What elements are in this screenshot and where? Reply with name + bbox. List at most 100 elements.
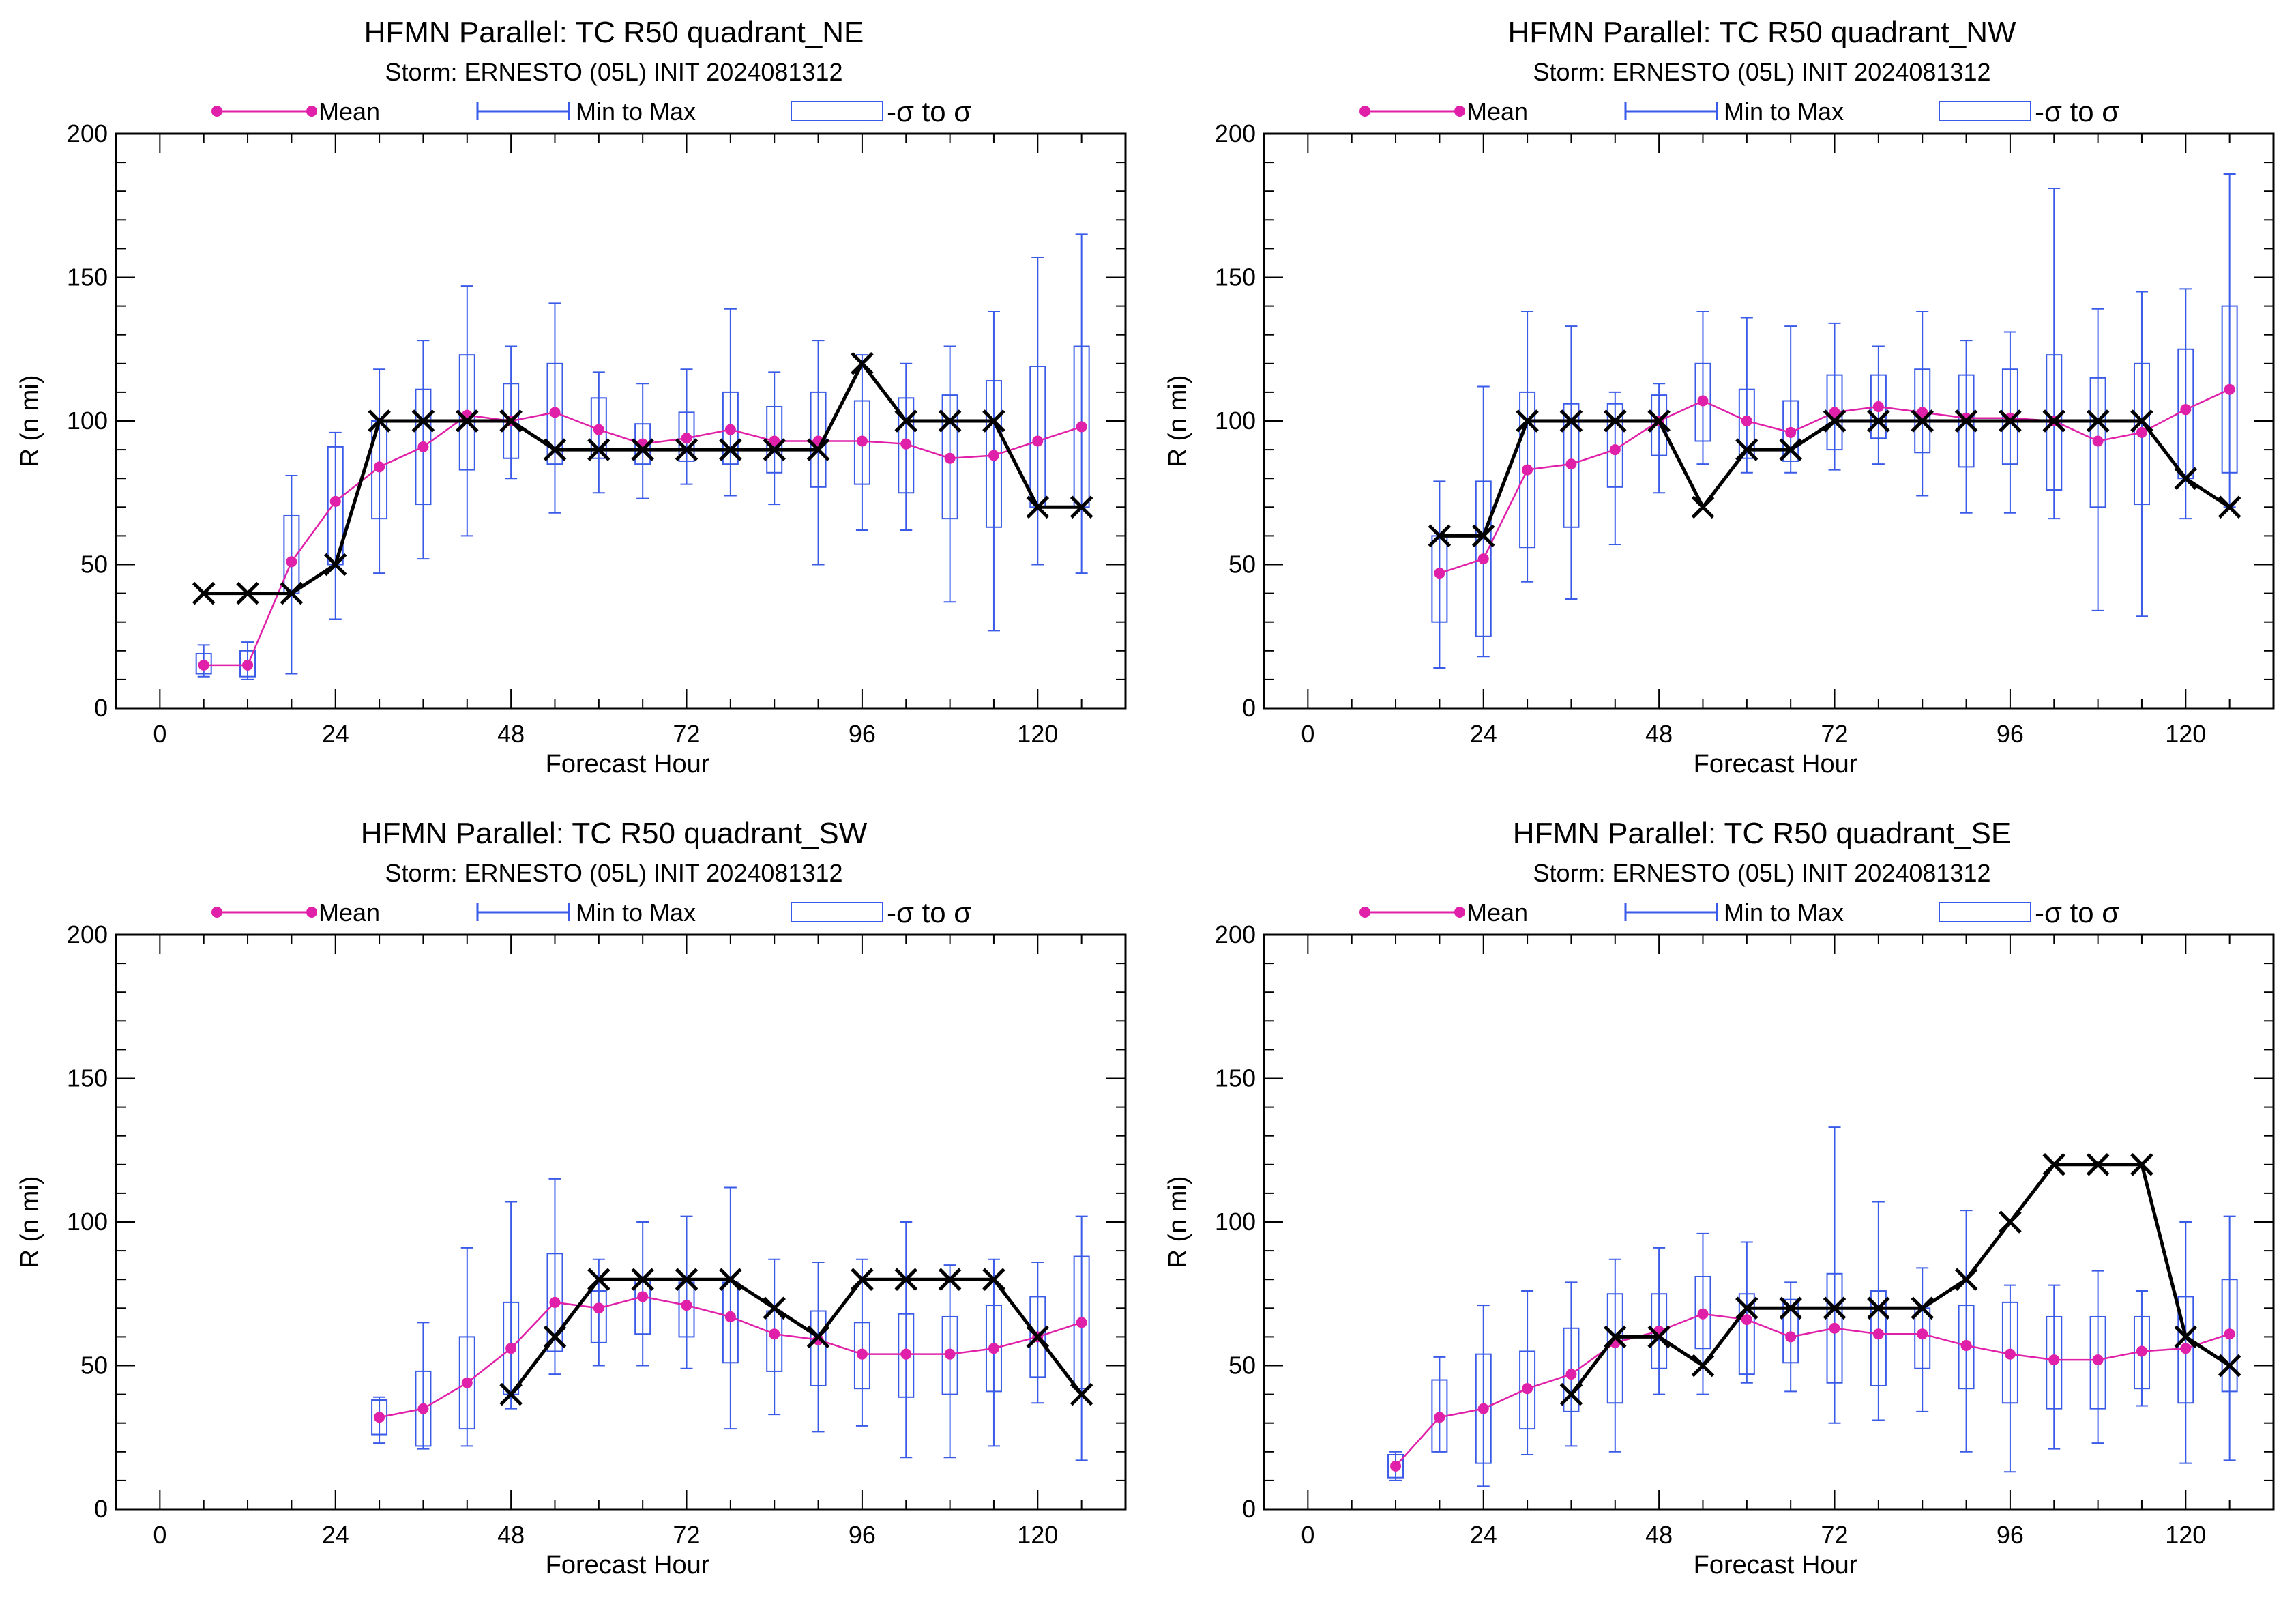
sigma-box [239, 650, 256, 678]
mean-point [2092, 1354, 2104, 1366]
observed-x-marker [1954, 1268, 1978, 1291]
observed-x-stroke [543, 438, 567, 461]
legend: Mean Min to Max -σ to σ [211, 897, 971, 929]
observed-x-stroke [1026, 495, 1050, 519]
y-axis-label: R (n mi) [1164, 375, 1192, 467]
x-tick-label: 120 [1017, 720, 1058, 748]
sigma-box [1519, 1350, 1536, 1430]
plot-frame [1263, 933, 2275, 1511]
observed-x-stroke [631, 438, 654, 461]
chart-panel-se: HFMN Parallel: TC R50 quadrant_SE Storm: … [1148, 801, 2296, 1602]
observed-x-marker [1911, 1296, 1934, 1320]
y-tick-label: 150 [67, 263, 108, 291]
legend-mean-marker [1359, 907, 1370, 918]
box-whisker [941, 1264, 958, 1459]
mean-point [1477, 553, 1489, 565]
mean-point [1434, 568, 1445, 579]
mean-point [1076, 1317, 1087, 1328]
observed-x-stroke [894, 409, 918, 433]
box-whisker [2001, 1284, 2018, 1473]
box-whisker [1914, 1267, 1931, 1412]
observed-x-stroke [1735, 438, 1758, 461]
legend-mean-label: Mean [319, 98, 380, 126]
observed-x-stroke [938, 1268, 962, 1291]
legend-sigma-label: -σ to σ [887, 96, 971, 128]
observed-x-marker [1823, 1296, 1846, 1320]
observed-x-stroke [1559, 1382, 1583, 1406]
observed-x-marker [719, 438, 742, 461]
mean-point [374, 461, 385, 473]
observed-x-marker [1867, 409, 1890, 433]
box-whisker [2221, 173, 2238, 508]
observed-x-stroke [806, 438, 830, 461]
mean-point [2048, 1354, 2060, 1366]
observed-x-stroke [1070, 1382, 1093, 1406]
y-tick-label: 50 [80, 551, 108, 579]
observed-x-stroke [1823, 409, 1846, 433]
observed-x-marker [806, 1325, 830, 1349]
chart-panel-sw: HFMN Parallel: TC R50 quadrant_SW Storm: … [0, 801, 1148, 1602]
observed-x-stroke [587, 1268, 610, 1291]
sigma-box [1387, 1454, 1404, 1479]
y-tick-label: 50 [1228, 551, 1256, 579]
sigma-box [722, 1281, 739, 1364]
box-whisker [1870, 1201, 1887, 1421]
x-tick-label: 0 [153, 720, 166, 748]
box-whisker [503, 1201, 520, 1410]
y-tick-label: 200 [67, 119, 108, 147]
observed-x-marker [938, 409, 962, 433]
legend-sigma-box [791, 902, 883, 922]
sigma-box [766, 1310, 783, 1372]
mean-point [2092, 435, 2104, 447]
x-tick-label: 0 [153, 1521, 166, 1549]
observed-x-marker [236, 581, 259, 605]
mean-point [1917, 407, 1928, 418]
observed-x-stroke [719, 438, 742, 461]
box-whisker [1029, 257, 1046, 566]
y-tick-label: 50 [80, 1352, 108, 1380]
box-whisker [1475, 1305, 1492, 1487]
legend-range-label: Min to Max [1724, 899, 1844, 927]
sigma-box [1738, 1293, 1755, 1375]
observed-x-stroke [1779, 438, 1802, 461]
mean-point [769, 435, 780, 447]
y-tick-label: 0 [94, 694, 108, 722]
box-whisker [722, 308, 739, 497]
legend: Mean Min to Max -σ to σ [1359, 96, 2119, 128]
box-whisker [1606, 1258, 1623, 1453]
observed-x-stroke [587, 438, 610, 461]
observed-x-marker [1779, 1296, 1802, 1320]
observed-x-marker [368, 409, 391, 433]
legend-range-label: Min to Max [576, 899, 696, 927]
legend-range-label: Min to Max [1724, 98, 1844, 126]
observed-x-stroke [675, 438, 698, 461]
sigma-box [2177, 1296, 2194, 1404]
box-whisker [1651, 383, 1668, 494]
x-tick-label: 48 [497, 720, 525, 748]
observed-x-marker [587, 1268, 610, 1291]
observed-x-marker [1735, 438, 1758, 461]
observed-x-stroke [1647, 1325, 1671, 1349]
box-whisker [1519, 1290, 1536, 1456]
legend: Mean Min to Max -σ to σ [1359, 897, 2119, 929]
observed-x-marker [456, 409, 479, 433]
x-tick-label: 96 [849, 1521, 876, 1549]
mean-point [724, 1311, 736, 1322]
sigma-box [1475, 480, 1492, 637]
x-tick-label: 48 [1645, 720, 1673, 748]
observed-x-marker [499, 1382, 523, 1406]
mean-point [988, 450, 999, 461]
x-tick-label: 24 [322, 1521, 349, 1549]
box-whisker [2046, 1284, 2063, 1450]
sigma-box [941, 394, 958, 520]
x-tick-label: 72 [673, 720, 700, 748]
observed-x-stroke [499, 409, 523, 433]
x-axis-label: Forecast Hour [546, 750, 710, 778]
sigma-box [898, 1313, 915, 1398]
legend-sigma-label: -σ to σ [887, 897, 971, 929]
observed-x-marker [851, 1268, 874, 1291]
box-whisker [941, 345, 958, 603]
box-whisker [1431, 1356, 1448, 1453]
box-whisker [678, 1215, 695, 1369]
sigma-box [2046, 1315, 2063, 1410]
